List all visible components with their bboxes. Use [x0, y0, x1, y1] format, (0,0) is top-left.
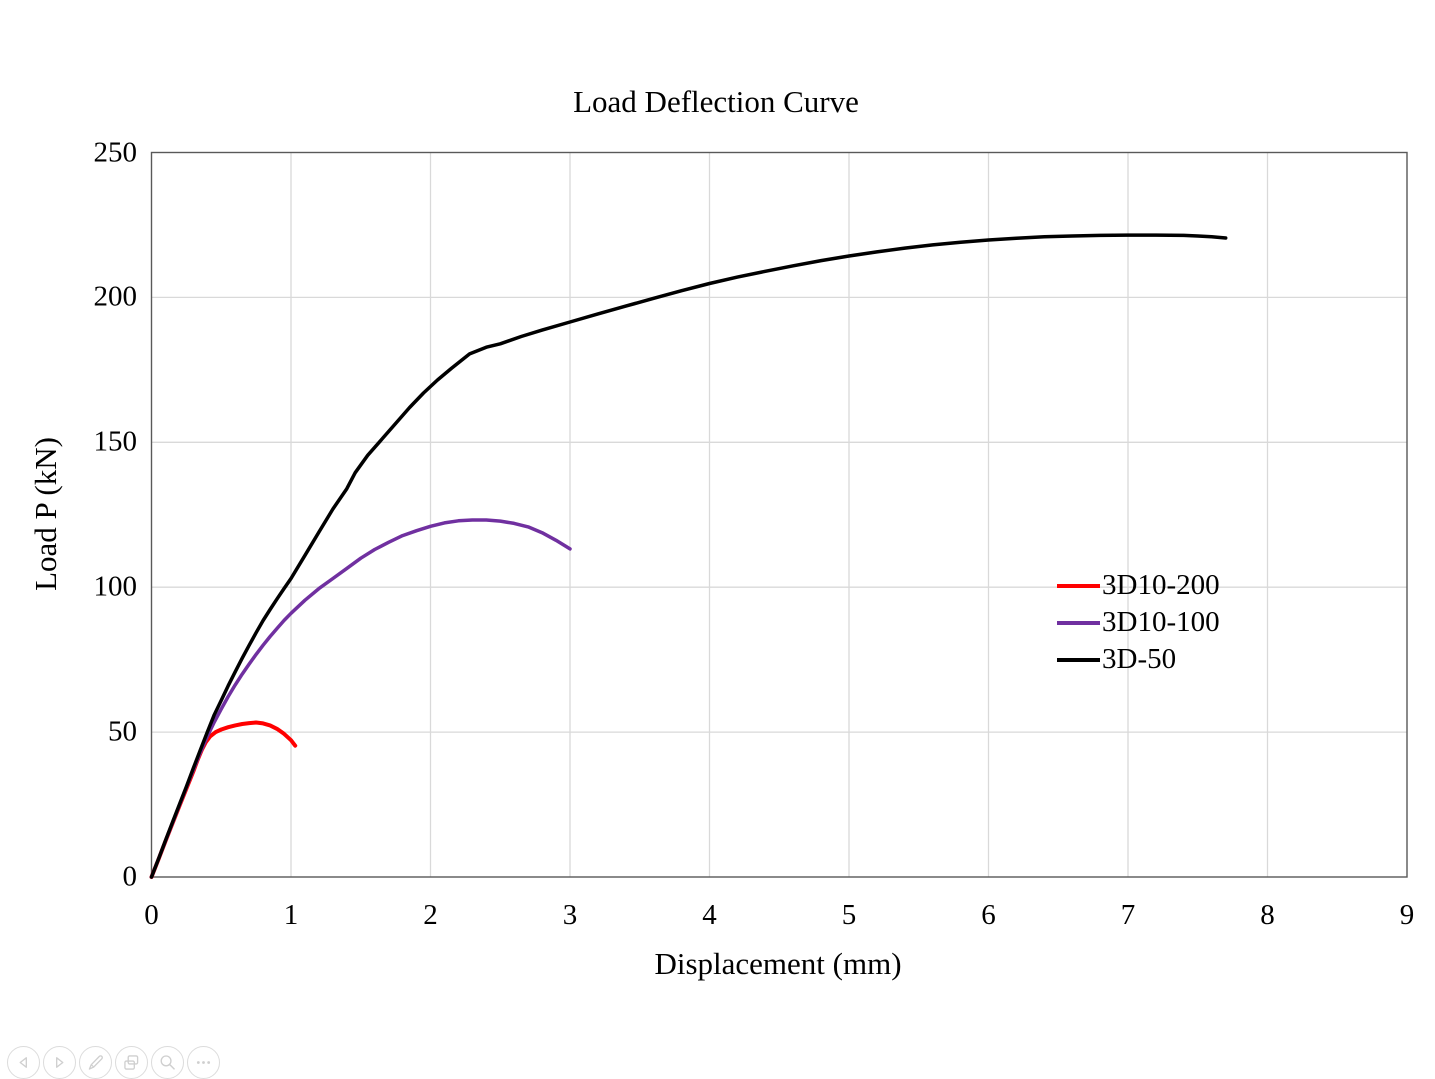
y-tick-label: 200	[93, 280, 138, 313]
x-axis-title: Displacement (mm)	[654, 946, 902, 981]
x-tick-label: 5	[841, 899, 857, 931]
forward-button[interactable]	[43, 1046, 76, 1079]
legend-line-swatch	[1057, 583, 1100, 588]
series-line-3D-50	[149, 233, 1228, 879]
series-line-3D10-100	[149, 518, 572, 879]
y-tick-label: 250	[93, 136, 138, 168]
bottom-toolbar	[7, 1046, 220, 1079]
legend-label: 3D10-200	[1102, 569, 1220, 601]
y-axis-title: Load P (kN)	[28, 437, 63, 591]
more-button[interactable]	[187, 1046, 220, 1079]
back-button[interactable]	[7, 1046, 40, 1079]
x-tick-label: 9	[1399, 899, 1415, 931]
pencil-icon	[88, 1055, 103, 1070]
y-tick-label: 100	[93, 570, 138, 603]
legend-item: 3D10-100	[1057, 604, 1220, 641]
y-tick-label: 50	[108, 715, 137, 748]
x-tick-label: 6	[981, 899, 996, 931]
legend-item: 3D10-200	[1057, 567, 1220, 604]
x-tick-label: 4	[702, 899, 717, 931]
plot-border	[150, 151, 1408, 878]
x-tick-label: 7	[1120, 899, 1136, 931]
forward-arrow-icon	[56, 1057, 64, 1068]
y-tick-label: 0	[122, 860, 138, 893]
x-tick-label: 3	[562, 899, 578, 931]
x-tick-label: 2	[423, 899, 438, 931]
back-arrow-icon	[19, 1057, 27, 1068]
legend-item: 3D-50	[1057, 641, 1220, 678]
copy-slides-icon	[124, 1055, 139, 1070]
legend-line-swatch	[1057, 657, 1100, 662]
edit-button[interactable]	[79, 1046, 112, 1079]
zoom-button[interactable]	[151, 1046, 184, 1079]
chart-title: Load Deflection Curve	[573, 84, 859, 119]
legend-line-swatch	[1057, 620, 1100, 625]
ellipsis-icon	[196, 1061, 211, 1064]
magnifier-icon	[160, 1055, 175, 1070]
y-tick-label: 150	[93, 425, 138, 458]
x-tick-label: 1	[283, 899, 299, 931]
copy-button[interactable]	[115, 1046, 148, 1079]
legend-label: 3D-50	[1102, 643, 1177, 675]
legend-label: 3D10-100	[1102, 606, 1220, 638]
x-tick-label: 0	[144, 899, 159, 931]
series-line-3D10-200	[149, 720, 298, 879]
chart-legend: 3D10-200 3D10-100 3D-50	[1057, 567, 1220, 678]
gridlines	[151, 152, 1407, 877]
x-tick-label: 8	[1260, 899, 1275, 931]
